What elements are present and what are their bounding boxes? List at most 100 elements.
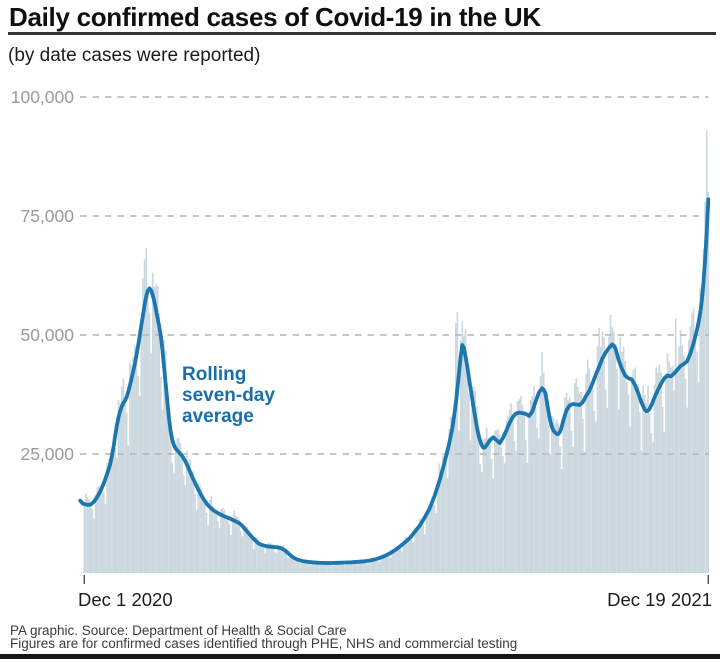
daily-bar — [577, 386, 579, 573]
daily-bar — [593, 411, 596, 573]
daily-bar — [277, 544, 279, 573]
daily-bar — [670, 367, 672, 573]
daily-bar — [696, 351, 698, 573]
daily-bar — [572, 446, 574, 573]
daily-bar — [459, 340, 462, 573]
daily-bar — [450, 417, 452, 573]
daily-bar — [112, 435, 115, 573]
daily-bar — [407, 537, 410, 573]
daily-bar — [622, 346, 625, 573]
daily-bar — [262, 547, 265, 573]
daily-bar — [606, 408, 609, 573]
daily-bar — [129, 362, 131, 573]
source-note-line1: PA graphic. Source: Department of Health… — [10, 623, 347, 638]
daily-bar — [380, 557, 382, 573]
daily-bar — [554, 422, 556, 573]
daily-bar — [661, 406, 664, 573]
daily-bar — [529, 400, 532, 573]
daily-bar — [533, 386, 535, 573]
daily-bar — [454, 323, 457, 573]
daily-bar — [135, 355, 138, 573]
daily-bar — [599, 346, 602, 573]
daily-bar — [674, 318, 677, 573]
daily-bar — [689, 326, 692, 573]
daily-bar — [402, 540, 405, 573]
daily-bar — [626, 381, 628, 573]
daily-bar — [487, 437, 490, 573]
daily-bar — [575, 378, 578, 573]
daily-bar — [624, 360, 627, 573]
bottom-rule — [0, 654, 720, 659]
daily-bar — [430, 501, 433, 573]
title-divider — [8, 32, 716, 35]
daily-bar — [691, 312, 693, 573]
daily-bar — [544, 390, 547, 573]
daily-bar — [564, 396, 566, 573]
daily-bar — [660, 372, 662, 573]
daily-bar — [166, 385, 169, 573]
daily-bar — [565, 393, 568, 573]
daily-bar — [339, 562, 341, 573]
daily-bar — [585, 373, 587, 573]
daily-bar — [223, 509, 226, 573]
daily-bar — [235, 515, 237, 573]
daily-bar — [349, 560, 351, 573]
daily-bar — [200, 488, 203, 573]
daily-bar — [256, 537, 258, 573]
daily-bar — [425, 514, 428, 573]
daily-bar — [570, 430, 573, 573]
daily-bar — [309, 565, 312, 573]
daily-bar — [158, 313, 161, 573]
daily-bar — [497, 429, 499, 573]
daily-bar — [598, 328, 600, 573]
daily-bar — [181, 453, 183, 573]
daily-bar — [122, 378, 125, 573]
daily-bar — [329, 562, 332, 573]
daily-bar — [699, 288, 701, 573]
daily-bar — [210, 496, 213, 573]
daily-bar — [479, 463, 482, 573]
daily-bar — [637, 384, 640, 573]
daily-bar — [471, 393, 473, 573]
daily-cases-bars — [83, 130, 710, 573]
daily-bar — [119, 403, 121, 573]
daily-bar — [397, 545, 400, 573]
daily-bar — [427, 508, 429, 573]
daily-bar — [151, 272, 154, 573]
daily-bar — [645, 403, 648, 573]
daily-bar — [257, 539, 260, 573]
daily-bar — [694, 336, 697, 573]
daily-bar — [173, 472, 175, 573]
daily-bar — [269, 543, 271, 573]
daily-bar — [145, 248, 148, 573]
daily-bar — [138, 395, 141, 573]
daily-bar — [347, 561, 350, 573]
daily-bar — [192, 471, 195, 573]
daily-bar — [386, 553, 389, 573]
daily-bar — [438, 463, 441, 573]
daily-bar — [451, 415, 454, 573]
daily-bar — [531, 395, 534, 573]
daily-bar — [184, 485, 187, 573]
daily-bar — [381, 554, 384, 573]
daily-bar — [508, 409, 511, 573]
daily-bar — [671, 365, 674, 573]
daily-bar — [515, 451, 517, 573]
daily-bar — [663, 431, 666, 573]
daily-bar — [422, 523, 424, 573]
daily-bar — [130, 365, 133, 573]
daily-bar — [393, 549, 395, 573]
daily-bar — [220, 508, 222, 573]
daily-bar — [295, 559, 297, 573]
daily-bar — [568, 396, 571, 573]
daily-bar — [371, 557, 374, 573]
y-axis-tick-label: 50,000 — [20, 325, 74, 345]
daily-bar — [445, 463, 447, 573]
daily-bar — [161, 410, 164, 573]
daily-bar — [388, 556, 390, 573]
daily-bar — [562, 417, 565, 573]
rolling-average-label: Rolling seven-day average — [182, 364, 275, 427]
daily-bar — [324, 562, 327, 573]
daily-bar — [435, 512, 438, 573]
daily-bar — [586, 359, 589, 573]
